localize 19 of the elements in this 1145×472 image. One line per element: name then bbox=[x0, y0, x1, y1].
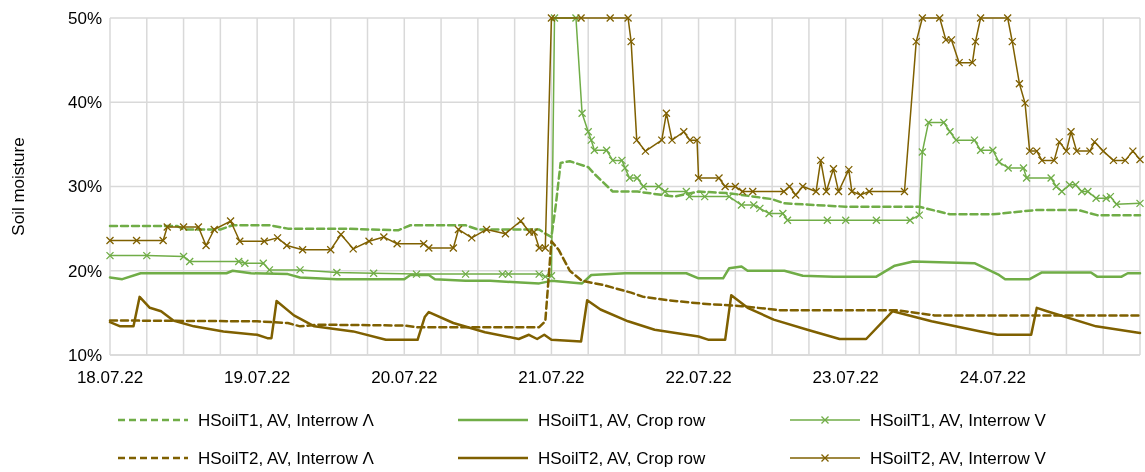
legend-label: HSoilT2, AV, Interrow V bbox=[870, 448, 1047, 468]
legend-label: HSoilT1, AV, Interrow Λ bbox=[198, 410, 375, 430]
y-tick-label: 10% bbox=[67, 345, 102, 365]
y-tick-label: 30% bbox=[67, 177, 102, 197]
x-tick-label: 20.07.22 bbox=[371, 368, 438, 387]
x-tick-label: 22.07.22 bbox=[665, 368, 732, 387]
legend-label: HSoilT1, AV, Crop row bbox=[538, 410, 706, 430]
legend-label: HSoilT2, AV, Crop row bbox=[538, 448, 706, 468]
x-tick-label: 23.07.22 bbox=[812, 368, 879, 387]
y-tick-label: 20% bbox=[67, 261, 102, 281]
y-tick-label: 50% bbox=[67, 8, 102, 28]
x-tick-label: 18.07.22 bbox=[76, 368, 144, 387]
x-tick-label: 24.07.22 bbox=[959, 368, 1026, 387]
legend-label: HSoilT2, AV, Interrow Λ bbox=[198, 448, 375, 468]
y-tick-label: 40% bbox=[67, 93, 102, 113]
x-tick-label: 21.07.22 bbox=[518, 368, 585, 387]
x-tick-label: 19.07.22 bbox=[224, 368, 291, 387]
y-axis-title: Soil moisture bbox=[9, 137, 28, 236]
legend-label: HSoilT1, AV, Interrow V bbox=[870, 410, 1047, 430]
